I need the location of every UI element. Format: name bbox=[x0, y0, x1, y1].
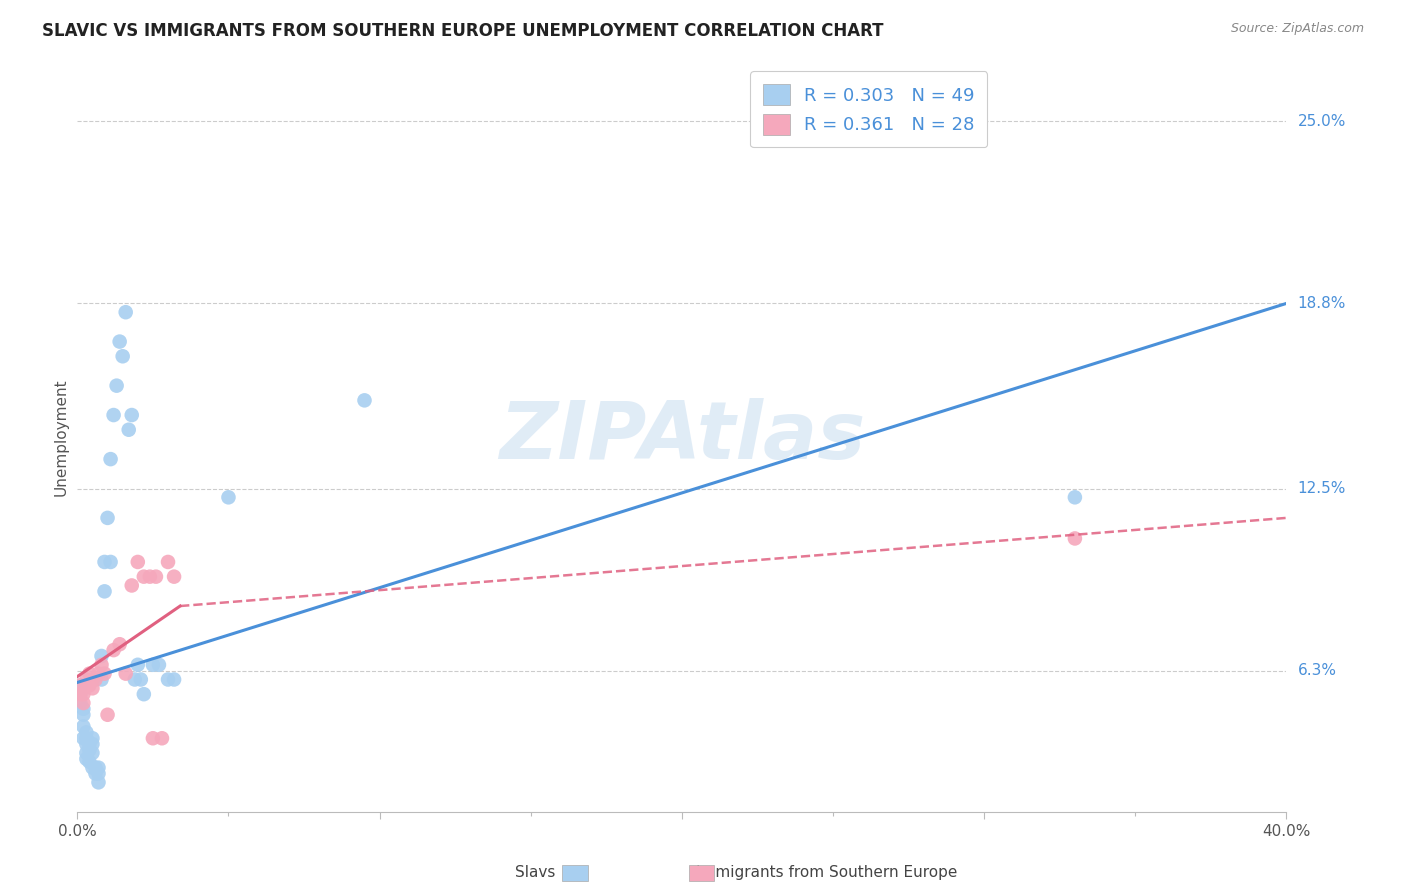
Point bbox=[121, 408, 143, 422]
Point bbox=[87, 666, 110, 681]
Point bbox=[75, 678, 97, 692]
Point bbox=[145, 569, 167, 583]
Text: SLAVIC VS IMMIGRANTS FROM SOUTHERN EUROPE UNEMPLOYMENT CORRELATION CHART: SLAVIC VS IMMIGRANTS FROM SOUTHERN EUROP… bbox=[42, 22, 884, 40]
Point bbox=[132, 687, 155, 701]
Point bbox=[84, 673, 107, 687]
Point bbox=[87, 766, 110, 780]
Point bbox=[148, 657, 170, 672]
Point bbox=[353, 393, 375, 408]
Point bbox=[82, 731, 104, 746]
Point bbox=[82, 681, 104, 696]
Point bbox=[87, 761, 110, 775]
Point bbox=[93, 666, 115, 681]
Point bbox=[108, 637, 131, 651]
Text: 12.5%: 12.5% bbox=[1298, 481, 1346, 496]
Point bbox=[90, 648, 112, 663]
Point bbox=[79, 678, 101, 692]
Point bbox=[82, 673, 104, 687]
Point bbox=[69, 687, 91, 701]
Point bbox=[96, 511, 118, 525]
Point bbox=[157, 673, 180, 687]
Point bbox=[93, 555, 115, 569]
Point bbox=[82, 737, 104, 751]
Text: 25.0%: 25.0% bbox=[1298, 113, 1346, 128]
Point bbox=[142, 657, 165, 672]
Point bbox=[72, 687, 94, 701]
Point bbox=[82, 761, 104, 775]
Point bbox=[105, 378, 128, 392]
Point bbox=[69, 687, 91, 701]
Point bbox=[96, 707, 118, 722]
Point bbox=[129, 673, 152, 687]
Point bbox=[75, 746, 97, 760]
Point bbox=[79, 737, 101, 751]
Point bbox=[79, 666, 101, 681]
Point bbox=[90, 673, 112, 687]
Point bbox=[90, 657, 112, 672]
Point bbox=[93, 584, 115, 599]
Point bbox=[111, 349, 134, 363]
Point bbox=[100, 555, 122, 569]
Point bbox=[75, 731, 97, 746]
Point bbox=[114, 305, 136, 319]
Point bbox=[75, 725, 97, 739]
Text: Slavs: Slavs bbox=[515, 865, 555, 880]
Text: ZIPAtlas: ZIPAtlas bbox=[499, 398, 865, 476]
Point bbox=[121, 578, 143, 592]
Point bbox=[103, 643, 125, 657]
Point bbox=[79, 743, 101, 757]
Point bbox=[84, 761, 107, 775]
Point bbox=[72, 707, 94, 722]
Text: 18.8%: 18.8% bbox=[1298, 296, 1346, 311]
Point bbox=[72, 696, 94, 710]
Point bbox=[163, 673, 186, 687]
Point bbox=[103, 408, 125, 422]
Point bbox=[87, 775, 110, 789]
Point bbox=[127, 555, 149, 569]
Point bbox=[139, 569, 162, 583]
Point bbox=[75, 752, 97, 766]
Point bbox=[1064, 532, 1087, 546]
Point bbox=[72, 731, 94, 746]
Point bbox=[72, 719, 94, 733]
Point bbox=[69, 678, 91, 692]
Point bbox=[142, 731, 165, 746]
Point bbox=[82, 746, 104, 760]
Point bbox=[124, 673, 146, 687]
Point bbox=[69, 678, 91, 692]
Point bbox=[114, 666, 136, 681]
Legend: R = 0.303   N = 49, R = 0.361   N = 28: R = 0.303 N = 49, R = 0.361 N = 28 bbox=[749, 71, 987, 147]
Point bbox=[132, 569, 155, 583]
Text: 6.3%: 6.3% bbox=[1298, 663, 1337, 678]
Text: Immigrants from Southern Europe: Immigrants from Southern Europe bbox=[696, 865, 957, 880]
Point bbox=[157, 555, 180, 569]
Text: Source: ZipAtlas.com: Source: ZipAtlas.com bbox=[1230, 22, 1364, 36]
Point bbox=[69, 696, 91, 710]
Point bbox=[118, 423, 141, 437]
Point bbox=[1064, 491, 1087, 505]
Y-axis label: Unemployment: Unemployment bbox=[53, 378, 69, 496]
Point bbox=[75, 673, 97, 687]
Point bbox=[218, 491, 240, 505]
Point bbox=[84, 766, 107, 780]
Point bbox=[150, 731, 173, 746]
Point bbox=[127, 657, 149, 672]
Point bbox=[108, 334, 131, 349]
Point bbox=[163, 569, 186, 583]
Point bbox=[72, 702, 94, 716]
Point bbox=[79, 755, 101, 769]
Point bbox=[100, 452, 122, 467]
Point bbox=[75, 737, 97, 751]
